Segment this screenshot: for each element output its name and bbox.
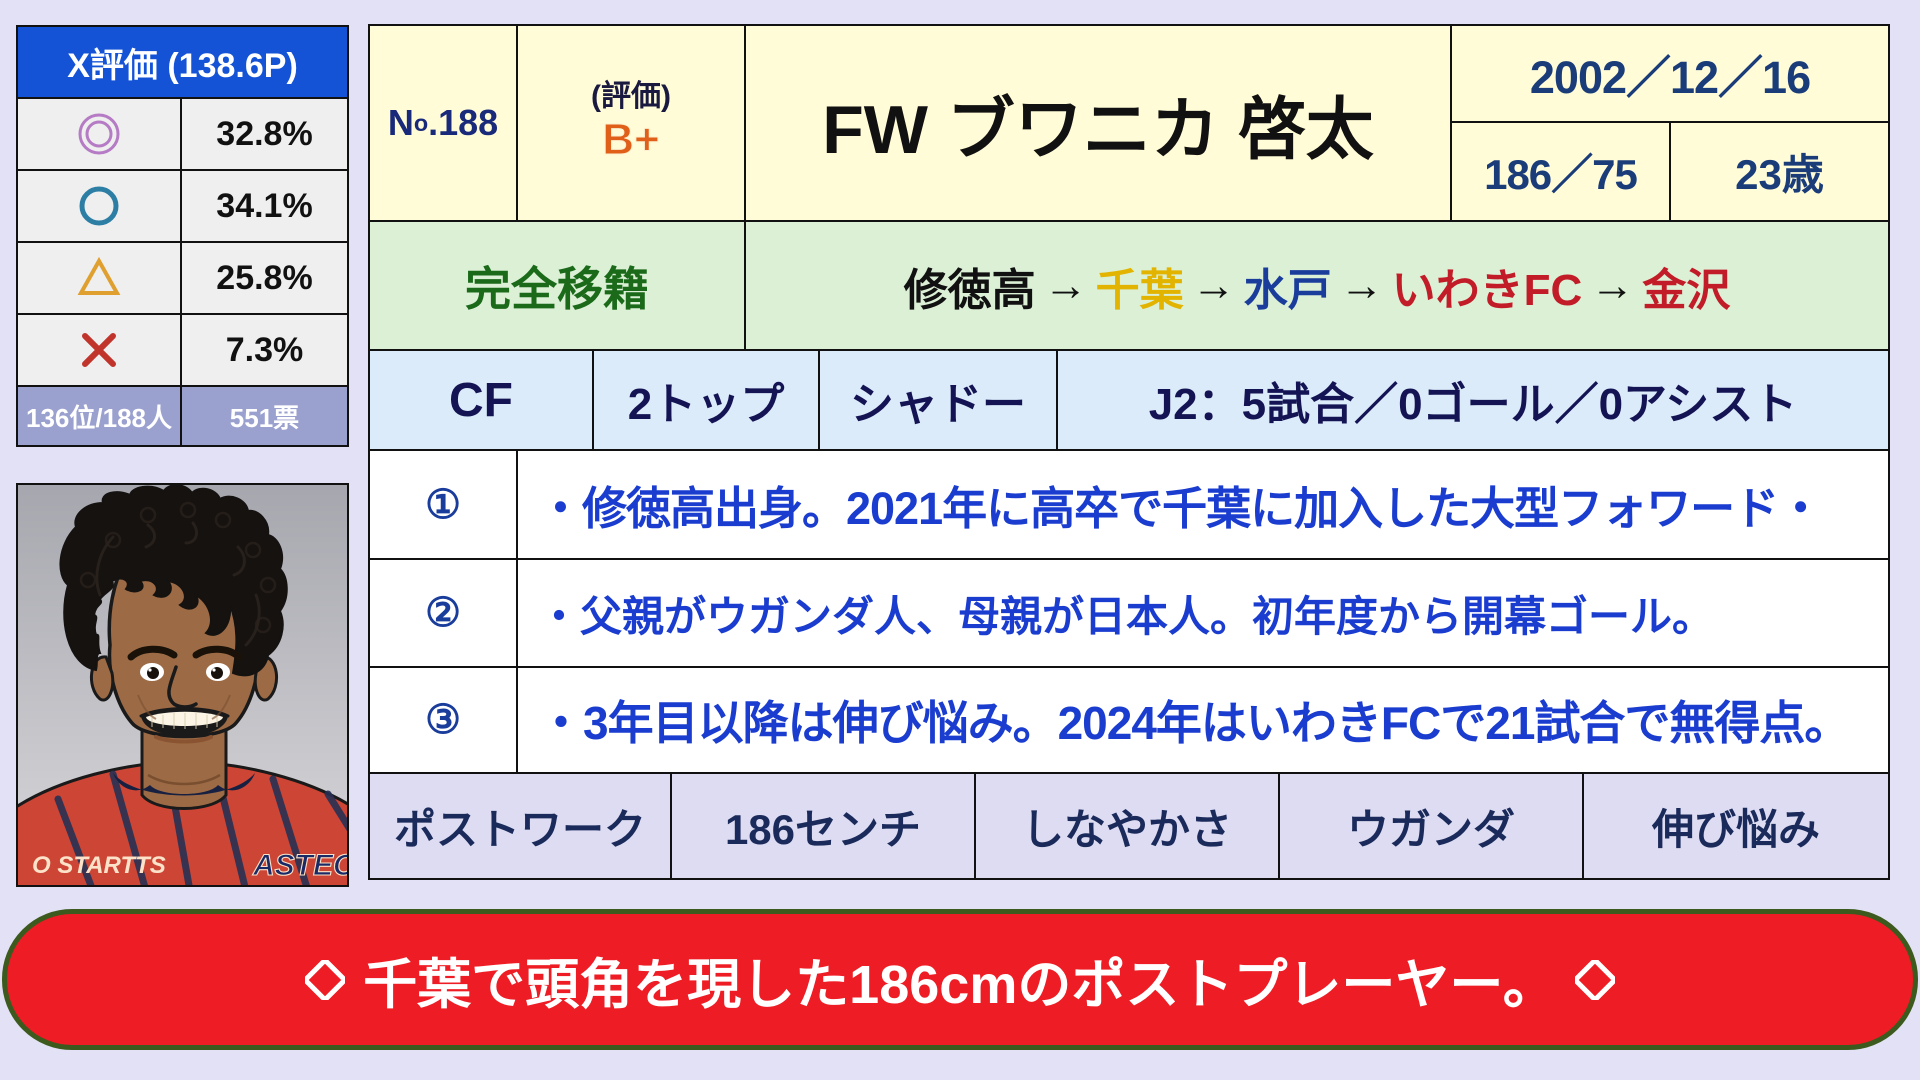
- svg-text:O STARTTS: O STARTTS: [32, 852, 166, 879]
- svg-text:ASTEC: ASTEC: [252, 849, 349, 882]
